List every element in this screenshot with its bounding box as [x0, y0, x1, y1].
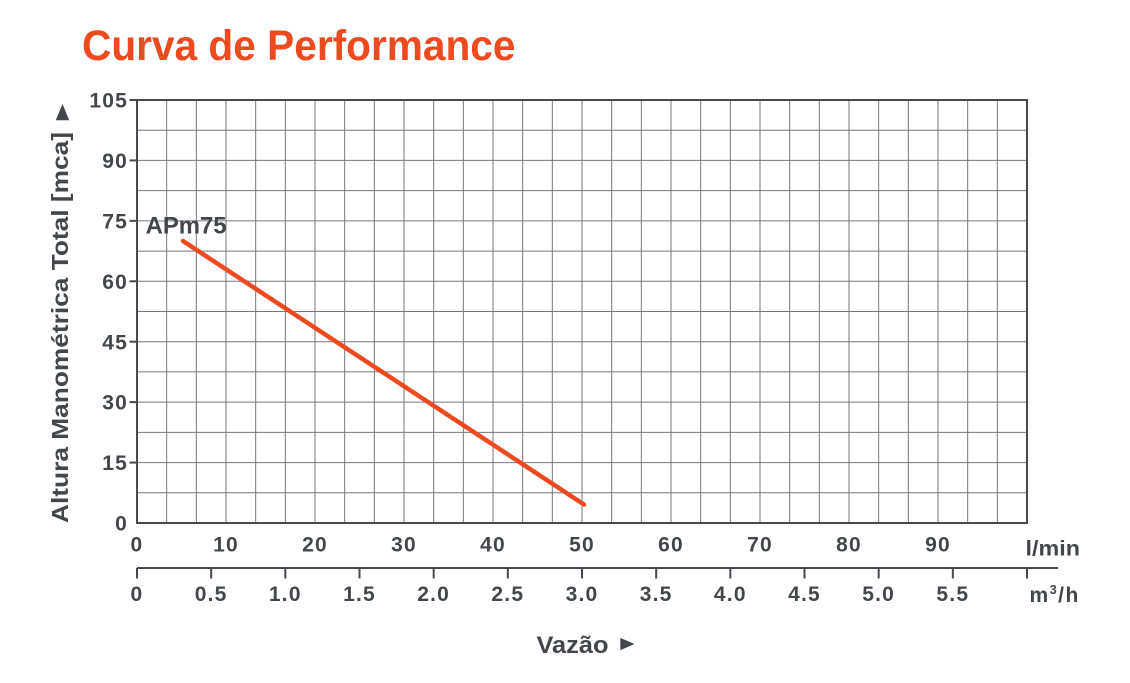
svg-text:0.5: 0.5: [195, 583, 228, 606]
svg-text:90: 90: [102, 150, 128, 173]
svg-text:20: 20: [302, 534, 328, 557]
svg-text:45: 45: [102, 331, 128, 354]
svg-text:1.5: 1.5: [343, 583, 376, 606]
svg-text:75: 75: [102, 210, 128, 233]
svg-text:Altura Manométrica Total [mca]: Altura Manométrica Total [mca]: [47, 132, 73, 523]
svg-text:APm75: APm75: [146, 212, 227, 239]
svg-text:30: 30: [102, 392, 128, 415]
svg-text:50: 50: [569, 534, 595, 557]
svg-text:105: 105: [89, 90, 128, 113]
svg-text:5.5: 5.5: [936, 583, 969, 606]
svg-text:2.5: 2.5: [491, 583, 524, 606]
svg-text:15: 15: [102, 452, 128, 475]
svg-text:30: 30: [391, 534, 417, 557]
svg-text:4.0: 4.0: [714, 583, 747, 606]
svg-text:60: 60: [102, 271, 128, 294]
svg-text:0: 0: [131, 583, 144, 606]
svg-text:3.0: 3.0: [566, 583, 599, 606]
svg-text:10: 10: [213, 534, 239, 557]
svg-text:0: 0: [115, 513, 128, 536]
svg-text:70: 70: [747, 534, 773, 557]
svg-text:80: 80: [836, 534, 862, 557]
svg-text:5.0: 5.0: [862, 583, 895, 606]
svg-text:2.0: 2.0: [417, 583, 450, 606]
svg-text:Vazão: Vazão: [537, 632, 609, 659]
svg-text:40: 40: [480, 534, 506, 557]
svg-text:Curva de Performance: Curva de Performance: [82, 22, 516, 70]
svg-text:l/min: l/min: [1026, 538, 1081, 561]
svg-text:90: 90: [925, 534, 951, 557]
svg-text:4.5: 4.5: [788, 583, 821, 606]
svg-text:0: 0: [131, 534, 144, 557]
svg-text:1.0: 1.0: [269, 583, 302, 606]
svg-text:60: 60: [658, 534, 684, 557]
svg-text:3.5: 3.5: [640, 583, 673, 606]
